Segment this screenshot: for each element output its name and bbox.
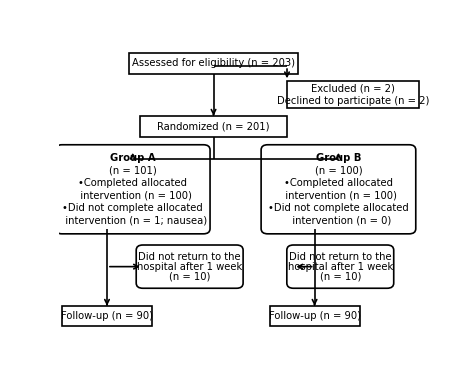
Text: Group B: Group B <box>316 153 361 163</box>
Text: Assessed for eligibility (n = 203): Assessed for eligibility (n = 203) <box>132 58 295 68</box>
FancyBboxPatch shape <box>270 306 360 327</box>
Text: intervention (n = 0): intervention (n = 0) <box>286 215 391 225</box>
FancyBboxPatch shape <box>287 81 419 108</box>
FancyBboxPatch shape <box>129 52 298 74</box>
Text: intervention (n = 100): intervention (n = 100) <box>280 190 397 201</box>
Text: Follow-up (n = 90): Follow-up (n = 90) <box>269 311 361 321</box>
FancyBboxPatch shape <box>62 306 152 327</box>
Text: •Did not complete allocated: •Did not complete allocated <box>63 203 203 213</box>
Text: intervention (n = 100): intervention (n = 100) <box>74 190 191 201</box>
Text: Follow-up (n = 90): Follow-up (n = 90) <box>61 311 153 321</box>
Text: Excluded (n = 2): Excluded (n = 2) <box>311 84 395 94</box>
Text: Did not return to the: Did not return to the <box>138 251 241 262</box>
Text: Did not return to the: Did not return to the <box>289 251 392 262</box>
FancyBboxPatch shape <box>136 245 243 288</box>
Text: (n = 101): (n = 101) <box>109 166 156 176</box>
Text: intervention (n = 1; nausea): intervention (n = 1; nausea) <box>59 215 207 225</box>
FancyBboxPatch shape <box>140 116 287 137</box>
Text: Randomized (n = 201): Randomized (n = 201) <box>157 121 270 131</box>
FancyBboxPatch shape <box>261 145 416 234</box>
FancyBboxPatch shape <box>287 245 394 288</box>
Text: (n = 10): (n = 10) <box>169 272 210 282</box>
Text: (n = 10): (n = 10) <box>319 272 361 282</box>
Text: •Completed allocated: •Completed allocated <box>284 178 393 188</box>
Text: hospital after 1 week: hospital after 1 week <box>288 262 393 272</box>
Text: •Completed allocated: •Completed allocated <box>78 178 187 188</box>
Text: (n = 100): (n = 100) <box>315 166 362 176</box>
Text: Declined to participate (n = 2): Declined to participate (n = 2) <box>277 96 429 106</box>
FancyBboxPatch shape <box>55 145 210 234</box>
Text: Group A: Group A <box>110 153 155 163</box>
Text: hospital after 1 week: hospital after 1 week <box>137 262 242 272</box>
Text: •Did not complete allocated: •Did not complete allocated <box>268 203 409 213</box>
